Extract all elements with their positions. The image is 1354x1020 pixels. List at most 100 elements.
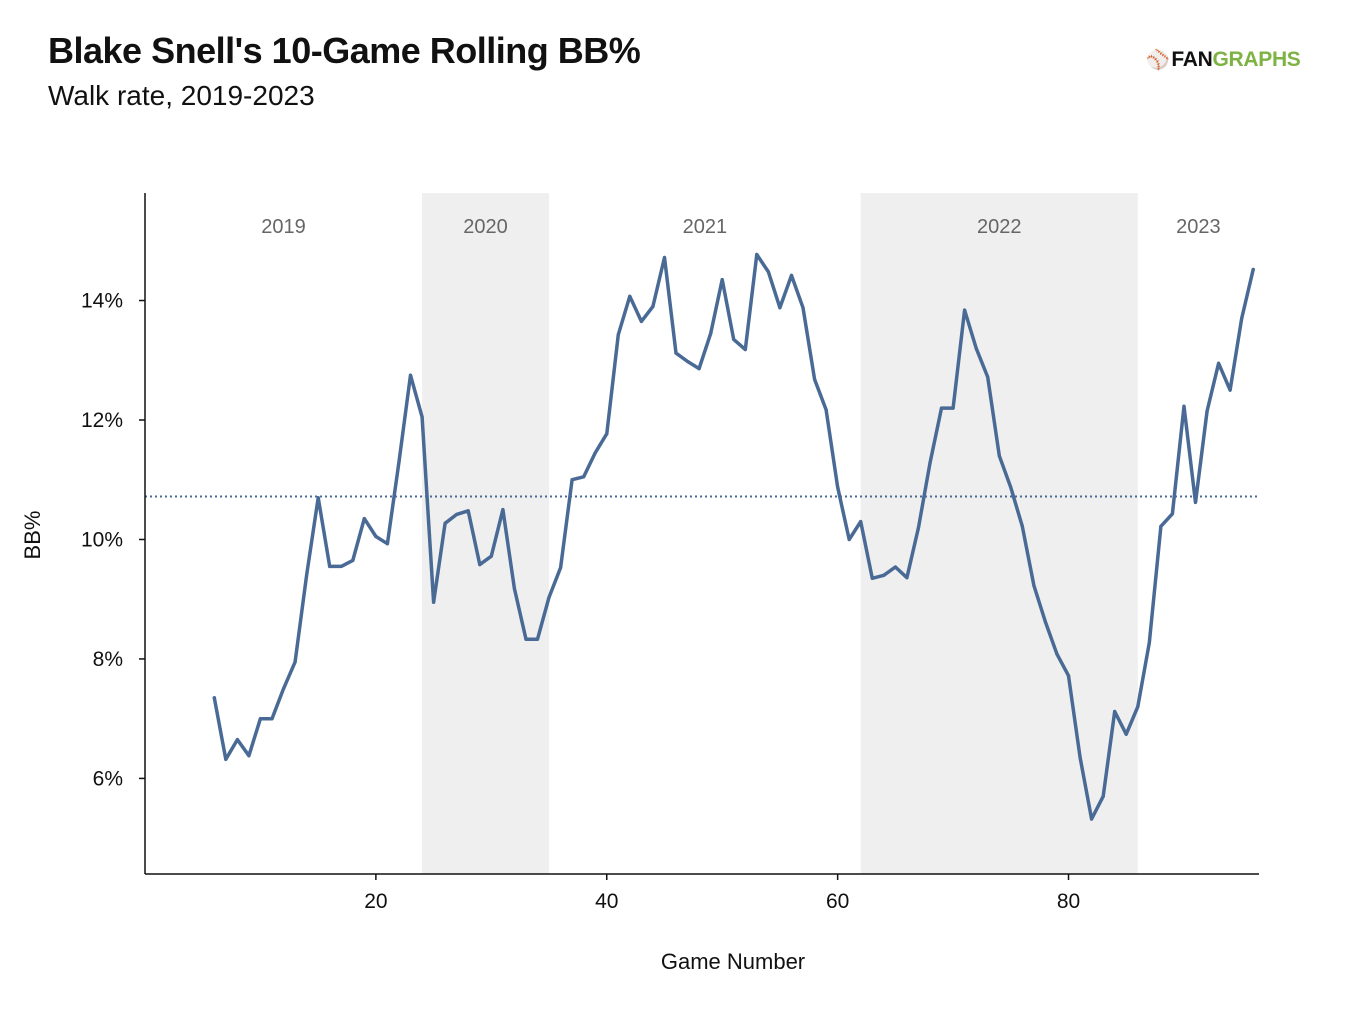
chart-title: Blake Snell's 10-Game Rolling BB% <box>48 30 641 71</box>
fangraphs-logo: ⚾FANGRAPHS <box>1146 48 1301 72</box>
data-point <box>628 294 632 298</box>
data-point <box>547 595 551 600</box>
data-point <box>801 306 805 310</box>
data-point <box>997 454 1001 458</box>
data-point <box>605 432 609 436</box>
data-point <box>559 566 563 570</box>
data-point <box>270 717 274 721</box>
data-point <box>224 757 228 761</box>
data-point <box>813 377 817 381</box>
season-bands <box>422 193 1138 874</box>
data-point <box>593 451 597 455</box>
data-point <box>535 637 540 641</box>
data-point <box>293 660 297 664</box>
data-point <box>755 252 759 257</box>
season-label-2022: 2022 <box>977 216 1022 238</box>
season-label-2019: 2019 <box>261 216 306 238</box>
data-point <box>916 525 921 530</box>
data-point <box>789 273 794 277</box>
data-point <box>778 306 782 310</box>
data-point <box>1066 674 1071 678</box>
data-point <box>662 255 667 260</box>
data-point <box>616 333 620 337</box>
season-label-2021: 2021 <box>683 216 728 238</box>
data-point <box>305 573 309 577</box>
data-point <box>432 600 436 604</box>
data-point <box>986 375 990 379</box>
data-point <box>524 637 528 641</box>
data-point <box>847 537 851 542</box>
series-line-group <box>212 252 1255 821</box>
x-tick-label: 20 <box>364 890 387 913</box>
season-label-2020: 2020 <box>463 216 508 238</box>
data-point <box>1170 512 1174 516</box>
data-point <box>1009 485 1013 490</box>
data-point <box>859 520 863 524</box>
data-point <box>824 408 828 412</box>
season-label-2023: 2023 <box>1176 216 1221 238</box>
logo-text-graphs: GRAPHS <box>1212 48 1301 71</box>
y-axis-ticks: 6% 8% 10% 12% 14% <box>81 290 145 790</box>
data-point <box>1217 361 1221 365</box>
season-band-2020 <box>422 193 550 874</box>
y-tick-label: 12% <box>81 409 123 432</box>
data-point <box>674 351 678 355</box>
data-point <box>489 554 493 558</box>
data-point <box>720 278 724 282</box>
data-point <box>1159 524 1163 528</box>
logo-text-fan: FAN <box>1171 48 1213 71</box>
data-point <box>512 586 517 591</box>
data-point <box>397 460 401 464</box>
data-point <box>882 573 886 577</box>
data-point <box>836 485 840 489</box>
data-point <box>1078 755 1082 760</box>
data-point <box>281 687 286 691</box>
data-point <box>974 346 978 350</box>
data-point <box>697 367 701 371</box>
data-point <box>408 373 413 377</box>
data-point <box>385 542 389 546</box>
y-tick-label: 8% <box>93 648 123 671</box>
y-tick-label: 6% <box>93 767 123 790</box>
data-point <box>1043 620 1047 624</box>
data-point <box>951 406 955 410</box>
data-point <box>939 406 944 410</box>
batter-icon: ⚾ <box>1146 50 1170 71</box>
data-point <box>1101 794 1105 798</box>
data-point <box>455 512 459 517</box>
data-point <box>582 475 586 479</box>
data-point <box>466 509 470 513</box>
data-point <box>478 563 482 567</box>
data-point <box>328 564 332 569</box>
data-point <box>258 717 262 721</box>
data-point <box>743 347 747 352</box>
data-point <box>893 565 898 569</box>
x-tick-label: 40 <box>595 890 618 913</box>
data-point <box>870 576 874 580</box>
data-point <box>443 521 447 525</box>
data-point <box>1032 583 1036 588</box>
data-point <box>1136 705 1140 709</box>
data-point <box>1251 267 1255 272</box>
season-labels: 2019 2020 2021 2022 2023 <box>261 216 1220 238</box>
data-point <box>351 558 355 563</box>
data-point <box>1113 709 1117 714</box>
data-point <box>420 415 424 419</box>
x-tick-label: 60 <box>826 890 849 913</box>
data-point <box>651 304 655 309</box>
data-point <box>1182 404 1186 408</box>
x-axis-ticks: 20 40 60 80 <box>364 874 1080 913</box>
data-point <box>686 359 690 364</box>
data-point <box>1147 641 1151 645</box>
y-axis-label: BB% <box>20 511 45 560</box>
y-tick-label: 10% <box>81 528 123 551</box>
season-band-2022 <box>860 193 1138 874</box>
data-point <box>1240 316 1244 320</box>
data-point <box>732 337 736 341</box>
x-axis-label: Game Number <box>661 949 805 974</box>
data-point <box>374 534 378 539</box>
data-point <box>1020 524 1024 528</box>
data-point <box>212 696 216 700</box>
data-point <box>928 461 932 465</box>
